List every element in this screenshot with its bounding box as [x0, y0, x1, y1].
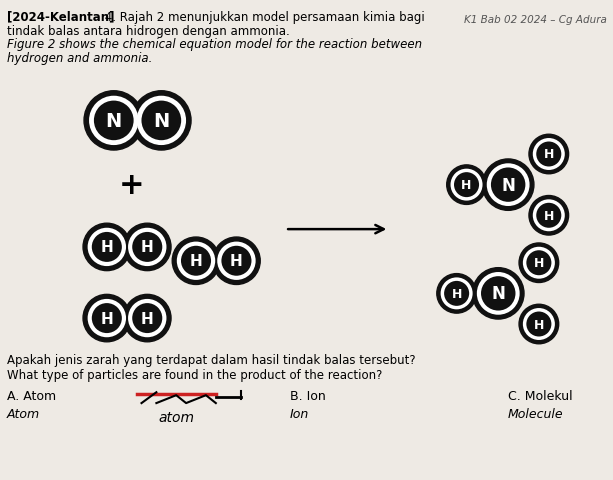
Text: K1 Bab 02 2024 – Cg Adura: K1 Bab 02 2024 – Cg Adura	[465, 14, 607, 24]
Text: N: N	[501, 176, 515, 194]
Text: atom: atom	[158, 410, 194, 424]
Circle shape	[83, 224, 131, 271]
Circle shape	[519, 243, 558, 283]
Text: Ion: Ion	[290, 407, 310, 420]
Text: H: H	[101, 311, 113, 326]
Circle shape	[519, 305, 558, 344]
Circle shape	[132, 92, 191, 151]
Text: tindak balas antara hidrogen dengan ammonia.: tindak balas antara hidrogen dengan ammo…	[7, 24, 289, 37]
Circle shape	[473, 268, 524, 319]
Text: A. Atom: A. Atom	[7, 389, 56, 402]
Text: N: N	[153, 112, 169, 131]
Circle shape	[447, 166, 486, 205]
Text: [2024-Kelantan]: [2024-Kelantan]	[7, 11, 114, 24]
Text: Apakah jenis zarah yang terdapat dalam hasil tindak balas tersebut?: Apakah jenis zarah yang terdapat dalam h…	[7, 353, 416, 366]
Circle shape	[529, 135, 569, 174]
Text: 4. Rajah 2 menunjukkan model persamaan kimia bagi: 4. Rajah 2 menunjukkan model persamaan k…	[101, 11, 425, 24]
Circle shape	[529, 196, 569, 236]
Circle shape	[83, 295, 131, 342]
Circle shape	[172, 238, 220, 285]
Text: B. Ion: B. Ion	[290, 389, 326, 402]
Text: N: N	[491, 285, 505, 303]
Text: hydrogen and ammonia.: hydrogen and ammonia.	[7, 52, 152, 65]
Circle shape	[123, 295, 171, 342]
Text: H: H	[141, 311, 154, 326]
Text: H: H	[544, 148, 554, 161]
Text: H: H	[230, 254, 243, 269]
Text: H: H	[544, 209, 554, 222]
Text: What type of particles are found in the product of the reaction?: What type of particles are found in the …	[7, 368, 382, 381]
Circle shape	[437, 274, 476, 313]
Text: H: H	[141, 240, 154, 255]
Circle shape	[213, 238, 261, 285]
Circle shape	[482, 160, 534, 211]
Circle shape	[123, 224, 171, 271]
Text: H: H	[462, 179, 472, 192]
Text: Figure 2 shows the chemical equation model for the reaction between: Figure 2 shows the chemical equation mod…	[7, 38, 422, 51]
Text: +: +	[119, 171, 145, 200]
Text: H: H	[189, 254, 202, 269]
Text: H: H	[451, 287, 462, 300]
Circle shape	[84, 92, 143, 151]
Text: Atom: Atom	[7, 407, 40, 420]
Text: N: N	[105, 112, 122, 131]
Text: H: H	[101, 240, 113, 255]
Text: Molecule: Molecule	[508, 407, 564, 420]
Text: C. Molekul: C. Molekul	[508, 389, 573, 402]
Text: H: H	[534, 318, 544, 331]
Text: H: H	[534, 257, 544, 270]
